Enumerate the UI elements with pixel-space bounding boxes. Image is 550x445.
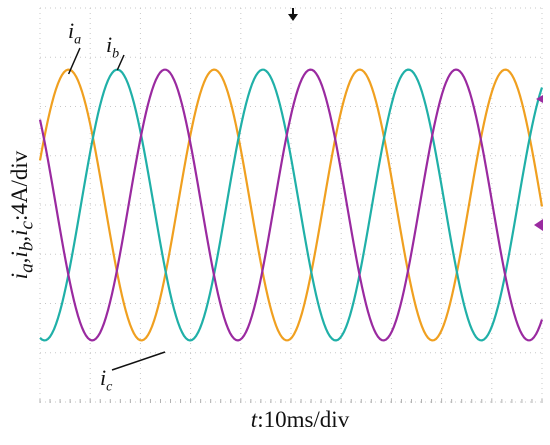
markers: [67, 8, 543, 371]
series-line-i_c: [38, 68, 544, 342]
series-line-i_a: [38, 68, 544, 342]
grid: [39, 7, 543, 403]
traces: [38, 68, 544, 342]
leader-line-ib: [116, 54, 125, 71]
annotation-ib: ib: [106, 32, 120, 62]
trigger-position-marker: [288, 14, 298, 21]
leader-line-ia: [67, 47, 81, 75]
channel-offset-marker: [534, 219, 543, 231]
series-line-i_b: [39, 68, 544, 342]
trigger-level-marker: [536, 95, 543, 103]
y-axis-label: ia,ib,ic:4A/div: [7, 150, 38, 280]
x-axis-label: t:10ms/div: [250, 407, 350, 432]
annotation-ia: ia: [68, 18, 82, 48]
annotation-ic: ic: [100, 365, 113, 395]
leader-line-ic: [111, 351, 166, 371]
